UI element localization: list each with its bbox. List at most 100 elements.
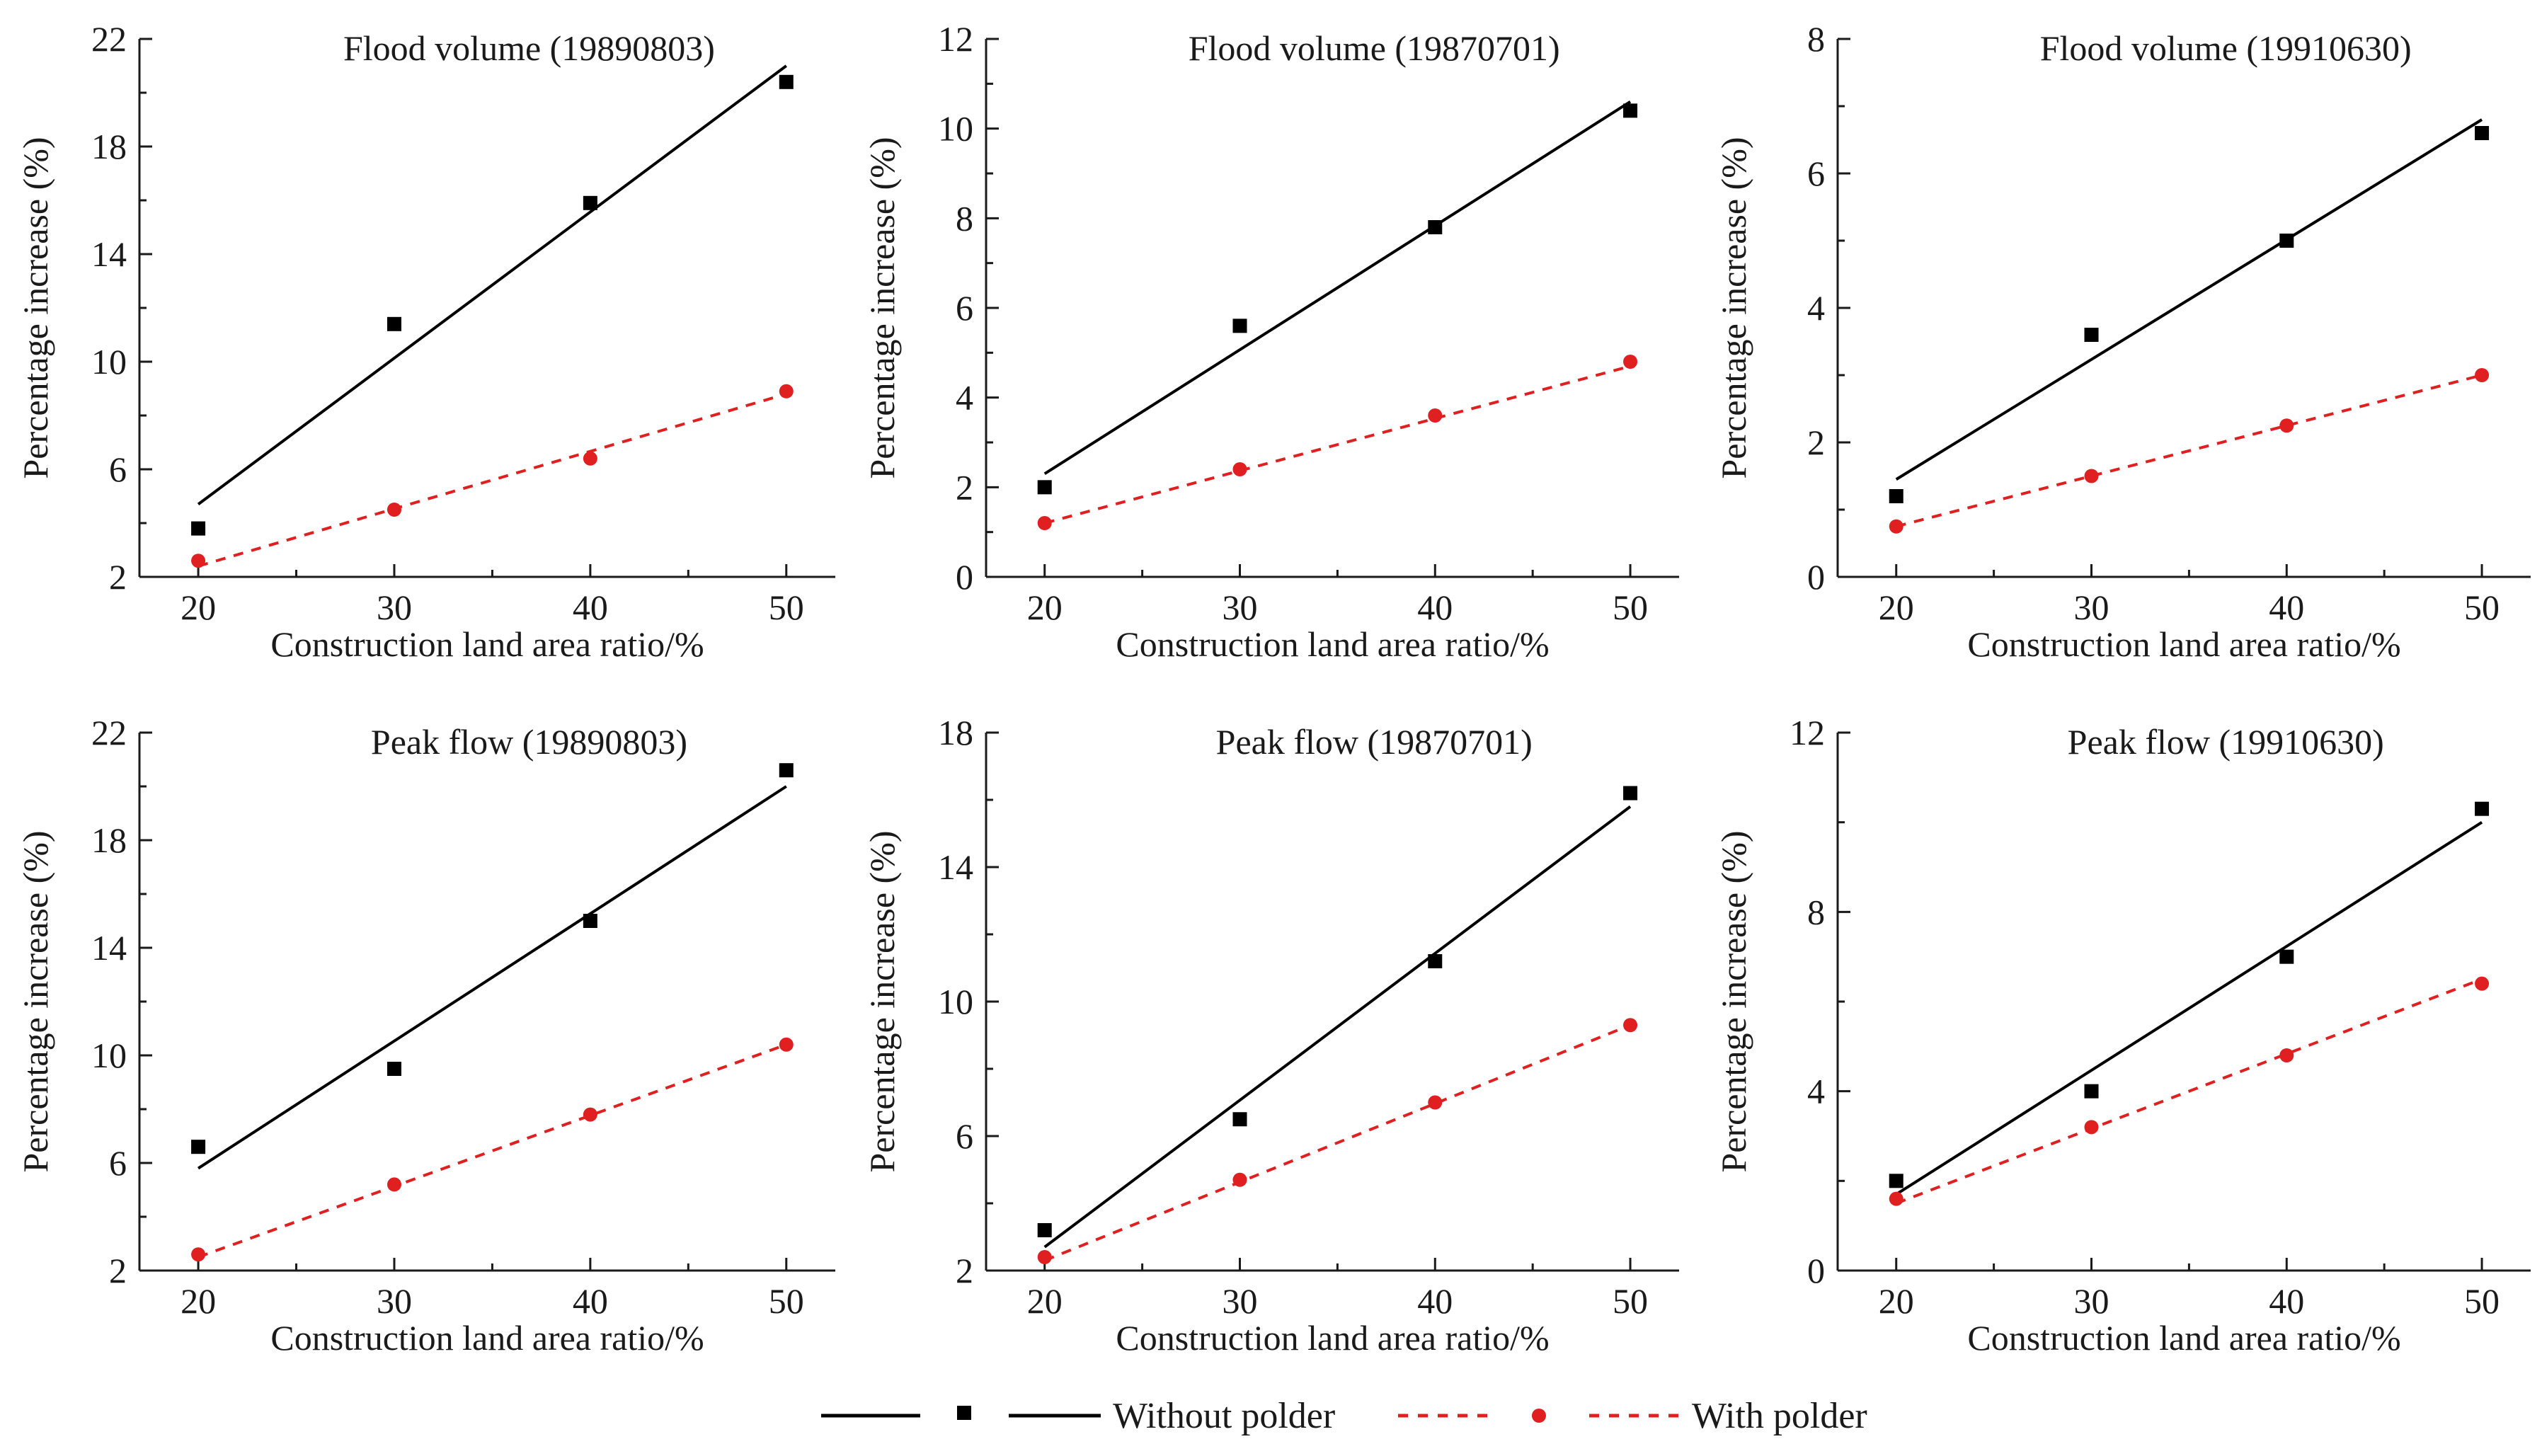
with-polder-point xyxy=(779,384,794,399)
y-tick-label: 0 xyxy=(956,557,973,597)
x-tick-label: 50 xyxy=(1613,1281,1648,1321)
with-polder-fit-line xyxy=(197,392,787,568)
without-polder-point xyxy=(1428,954,1443,968)
x-tick-label: 40 xyxy=(1417,587,1453,627)
y-tick-label: 12 xyxy=(938,19,973,59)
chart-title: Flood volume (19870701) xyxy=(1189,28,1560,68)
x-axis-label: Construction land area ratio/% xyxy=(270,1318,704,1358)
x-tick-label: 40 xyxy=(573,1281,608,1321)
without-polder-point xyxy=(1037,480,1052,495)
legend-with-marker xyxy=(1532,1409,1546,1423)
x-tick-label: 20 xyxy=(1879,1281,1914,1321)
x-tick-label: 50 xyxy=(1613,587,1648,627)
without-polder-point xyxy=(1428,220,1443,234)
x-tick-label: 30 xyxy=(1223,1281,1258,1321)
y-tick-label: 10 xyxy=(938,982,973,1021)
without-polder-point xyxy=(1623,103,1638,118)
legend-without-label: Without polder xyxy=(1113,1396,1335,1436)
x-tick-label: 20 xyxy=(181,1281,216,1321)
y-tick-label: 2 xyxy=(109,557,127,597)
x-axis-label: Construction land area ratio/% xyxy=(270,624,704,664)
with-polder-point xyxy=(2084,1120,2099,1135)
with-polder-point xyxy=(191,1247,206,1262)
x-tick-label: 20 xyxy=(1027,587,1063,627)
panel-3: 0 2 4 6 8 20 30 40 50 Flood volume (19910630) Cons… xyxy=(1714,19,2531,664)
x-axis-label: Construction land area ratio/% xyxy=(1116,624,1549,664)
x-tick-label: 30 xyxy=(2074,1281,2109,1321)
without-polder-point xyxy=(779,763,794,778)
without-polder-point xyxy=(1623,786,1638,801)
y-tick-label: 10 xyxy=(91,342,127,382)
x-tick-label: 40 xyxy=(2269,1281,2304,1321)
y-axis-label: Percentage increase (%) xyxy=(16,137,55,478)
with-polder-point xyxy=(1232,462,1247,476)
x-tick-label: 20 xyxy=(1027,1281,1063,1321)
y-tick-label: 2 xyxy=(1807,423,1825,462)
with-polder-point xyxy=(1428,1095,1443,1110)
x-tick-label: 40 xyxy=(573,587,608,627)
y-tick-label: 0 xyxy=(1807,557,1825,597)
y-axis-label: Percentage increase (%) xyxy=(862,830,902,1172)
y-tick-label: 8 xyxy=(956,198,973,238)
with-polder-point xyxy=(387,503,401,517)
without-polder-point xyxy=(2475,801,2490,816)
y-tick-label: 2 xyxy=(109,1251,127,1290)
x-tick-label: 50 xyxy=(2464,587,2500,627)
with-polder-point xyxy=(1623,355,1638,369)
with-polder-point xyxy=(1428,408,1443,423)
chart-title: Peak flow (19910630) xyxy=(2068,722,2384,762)
y-tick-label: 10 xyxy=(91,1036,127,1075)
without-polder-point xyxy=(387,316,401,331)
without-polder-point xyxy=(583,195,597,210)
x-axis-label: Construction land area ratio/% xyxy=(1967,624,2400,664)
panel-4: 2 6 10 14 18 22 20 30 40 50 Peak flow (19890803) Co… xyxy=(16,713,835,1358)
with-polder-point xyxy=(1889,1191,1903,1206)
with-polder-point xyxy=(2084,469,2099,483)
y-tick-label: 22 xyxy=(91,19,127,59)
without-polder-fit-line xyxy=(197,64,787,506)
without-polder-point xyxy=(1889,489,1903,503)
y-axis-label: Percentage increase (%) xyxy=(1714,137,1753,478)
without-polder-point xyxy=(1232,319,1247,333)
x-axis-label: Construction land area ratio/% xyxy=(1116,1318,1549,1358)
y-tick-label: 18 xyxy=(938,713,973,752)
y-tick-label: 6 xyxy=(1807,154,1825,193)
x-tick-label: 20 xyxy=(1879,587,1914,627)
x-tick-label: 30 xyxy=(377,587,412,627)
with-polder-point xyxy=(387,1177,401,1192)
chart-title: Flood volume (19890803) xyxy=(343,28,715,68)
without-polder-point xyxy=(2279,234,2294,248)
with-polder-fit-line xyxy=(1896,978,2483,1205)
x-tick-label: 30 xyxy=(377,1281,412,1321)
with-polder-fit-line xyxy=(1044,365,1631,524)
y-tick-label: 22 xyxy=(91,713,127,752)
x-tick-label: 50 xyxy=(769,587,804,627)
y-tick-label: 6 xyxy=(956,1116,973,1156)
without-polder-fit-line xyxy=(197,785,787,1170)
y-tick-label: 18 xyxy=(91,820,127,860)
without-polder-point xyxy=(2084,1084,2099,1099)
with-polder-point xyxy=(1037,1250,1052,1264)
x-tick-label: 40 xyxy=(2269,587,2304,627)
x-tick-label: 40 xyxy=(1417,1281,1453,1321)
with-polder-point xyxy=(2279,1048,2294,1062)
with-polder-point xyxy=(1623,1018,1638,1033)
y-tick-label: 14 xyxy=(91,928,127,968)
chart-title: Flood volume (19910630) xyxy=(2040,28,2412,68)
x-tick-label: 30 xyxy=(1223,587,1258,627)
with-polder-point xyxy=(583,1107,597,1122)
y-tick-label: 2 xyxy=(956,467,973,507)
with-polder-point xyxy=(2279,418,2294,433)
y-tick-label: 10 xyxy=(938,109,973,149)
without-polder-point xyxy=(2084,328,2099,342)
legend-without-marker xyxy=(957,1406,971,1420)
without-polder-point xyxy=(2475,126,2490,140)
y-tick-label: 4 xyxy=(956,378,973,418)
x-tick-label: 50 xyxy=(2464,1281,2500,1321)
x-tick-label: 20 xyxy=(181,587,216,627)
without-polder-point xyxy=(191,1140,206,1154)
without-polder-point xyxy=(1232,1112,1247,1127)
with-polder-point xyxy=(779,1037,794,1052)
